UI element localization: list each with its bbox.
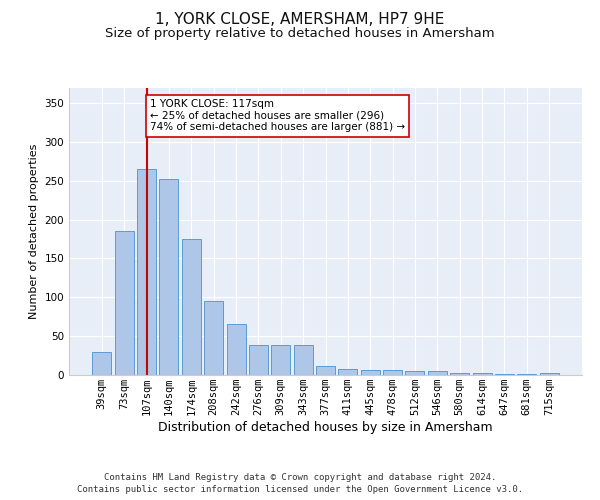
Bar xyxy=(406,371,424,375)
Bar xyxy=(182,239,201,375)
Text: 1 YORK CLOSE: 117sqm
← 25% of detached houses are smaller (296)
74% of semi-deta: 1 YORK CLOSE: 117sqm ← 25% of detached h… xyxy=(150,99,405,132)
Bar xyxy=(271,346,290,375)
Bar xyxy=(115,231,134,375)
Bar xyxy=(539,374,559,375)
Bar xyxy=(450,372,469,375)
Text: 1, YORK CLOSE, AMERSHAM, HP7 9HE: 1, YORK CLOSE, AMERSHAM, HP7 9HE xyxy=(155,12,445,28)
Bar xyxy=(495,374,514,375)
Bar xyxy=(249,346,268,375)
Text: Contains public sector information licensed under the Open Government Licence v3: Contains public sector information licen… xyxy=(77,485,523,494)
Bar xyxy=(92,352,112,375)
Bar xyxy=(160,179,178,375)
Bar xyxy=(316,366,335,375)
Bar xyxy=(137,169,156,375)
Bar xyxy=(293,346,313,375)
Text: Contains HM Land Registry data © Crown copyright and database right 2024.: Contains HM Land Registry data © Crown c… xyxy=(104,472,496,482)
Bar xyxy=(204,301,223,375)
Bar xyxy=(517,374,536,375)
X-axis label: Distribution of detached houses by size in Amersham: Distribution of detached houses by size … xyxy=(158,421,493,434)
Bar xyxy=(428,371,447,375)
Bar xyxy=(383,370,402,375)
Bar xyxy=(338,369,358,375)
Bar xyxy=(227,324,245,375)
Bar xyxy=(361,370,380,375)
Bar xyxy=(473,372,491,375)
Y-axis label: Number of detached properties: Number of detached properties xyxy=(29,144,39,319)
Text: Size of property relative to detached houses in Amersham: Size of property relative to detached ho… xyxy=(105,28,495,40)
